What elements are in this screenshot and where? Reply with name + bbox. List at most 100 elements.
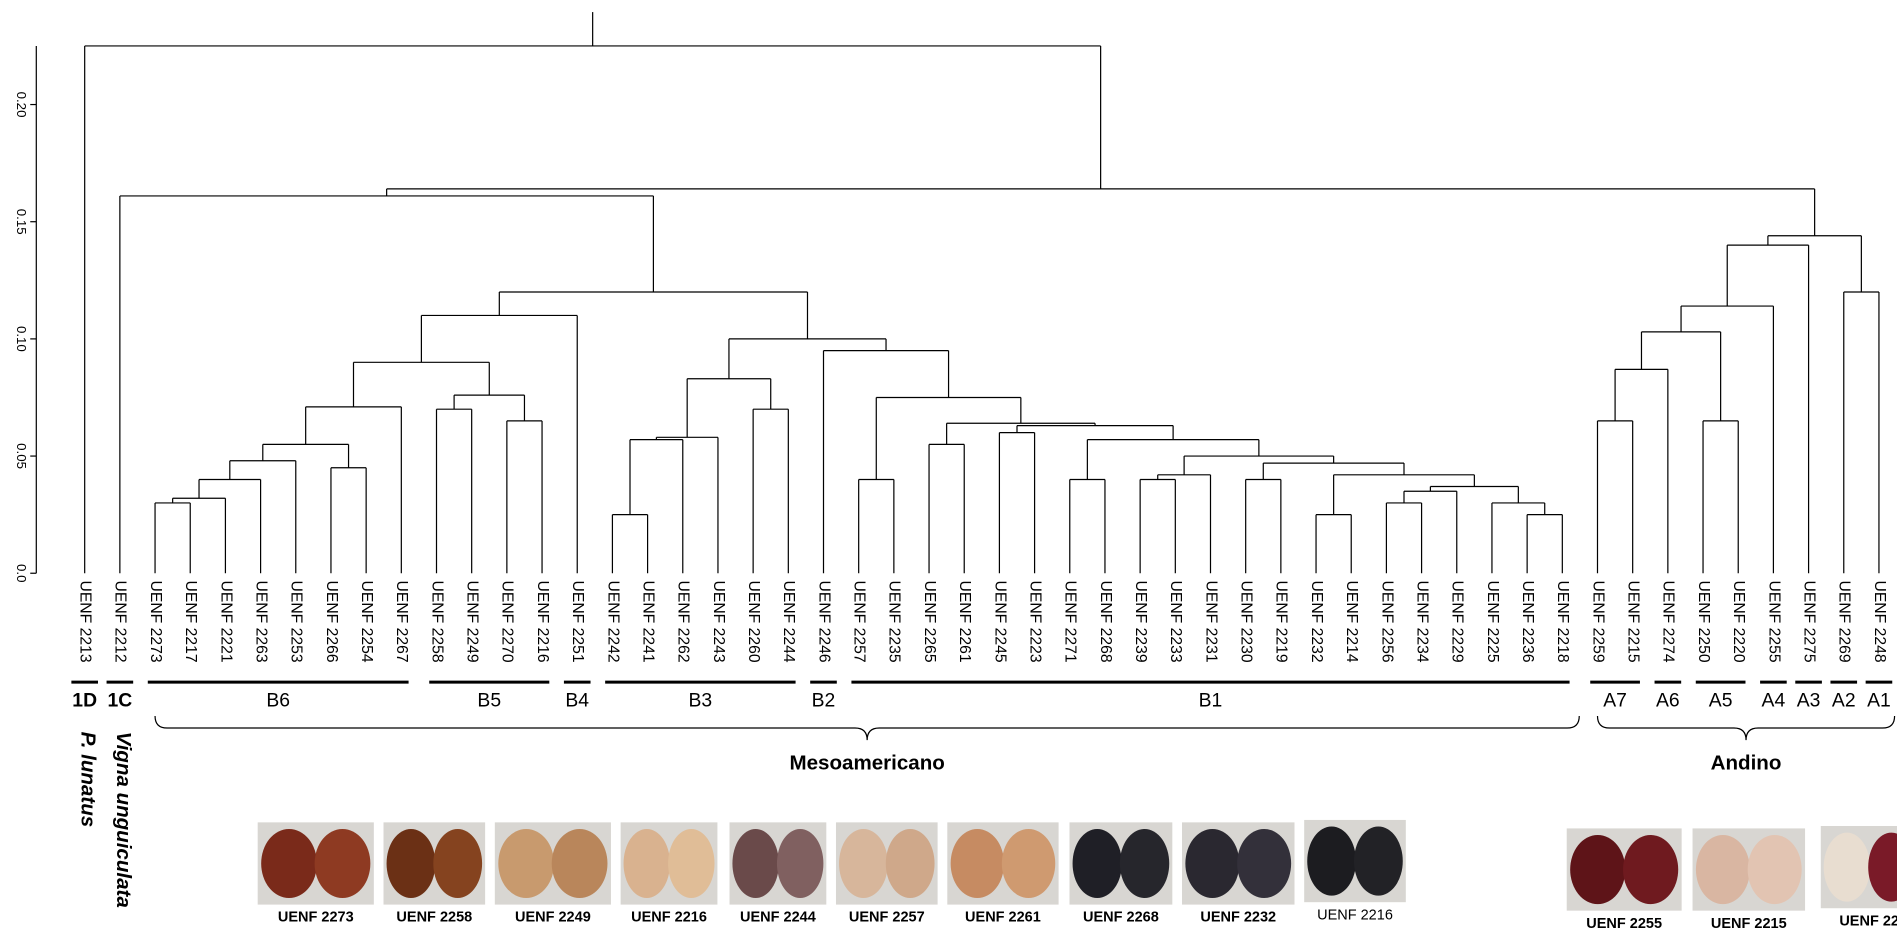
group-label: A4 bbox=[1762, 690, 1786, 712]
leaf-label: UENF 2219 bbox=[1273, 580, 1290, 662]
group-label: B2 bbox=[812, 690, 836, 712]
leaf-label: UENF 2218 bbox=[1554, 580, 1571, 662]
species-label: Vigna unguiculata bbox=[112, 732, 135, 908]
y-tick-label: 0.20 bbox=[14, 92, 29, 118]
leaf-label: UENF 2248 bbox=[1871, 580, 1888, 662]
leaf-label: UENF 2273 bbox=[147, 580, 164, 662]
seed bbox=[433, 829, 482, 898]
group-label: B4 bbox=[565, 690, 589, 712]
photo-caption: UENF 2273 bbox=[278, 910, 354, 926]
leaf-label: UENF 2233 bbox=[1167, 580, 1184, 662]
seed-photo bbox=[1069, 822, 1172, 904]
seed bbox=[839, 829, 888, 898]
group-label: B1 bbox=[1199, 690, 1223, 712]
leaf-label: UENF 2243 bbox=[710, 580, 727, 662]
leaf-label: UENF 2231 bbox=[1202, 580, 1219, 662]
leaf-label: UENF 2232 bbox=[1308, 580, 1325, 662]
seed bbox=[1696, 835, 1750, 904]
seed bbox=[498, 829, 554, 898]
leaf-label: UENF 2259 bbox=[1589, 580, 1606, 662]
seed bbox=[1354, 827, 1403, 896]
clade-label: Mesoamericano bbox=[789, 752, 944, 775]
leaf-label: UENF 2271 bbox=[1062, 580, 1079, 662]
leaf-label: UENF 2268 bbox=[1097, 580, 1114, 662]
group-label: B5 bbox=[477, 690, 501, 712]
seed bbox=[315, 829, 371, 898]
seed bbox=[1002, 829, 1055, 898]
leaf-label: UENF 2214 bbox=[1343, 580, 1360, 662]
leaf-label: UENF 2239 bbox=[1132, 580, 1149, 662]
leaf-label: UENF 2220 bbox=[1730, 580, 1747, 662]
seed-photo bbox=[1693, 828, 1806, 910]
seed bbox=[1748, 835, 1802, 904]
leaf-label: UENF 2244 bbox=[780, 580, 797, 662]
group-label: A7 bbox=[1603, 690, 1627, 712]
photo-caption: UENF 2216 bbox=[1317, 907, 1393, 923]
photo-caption: UENF 2232 bbox=[1200, 910, 1276, 926]
leaf-label: UENF 2249 bbox=[464, 580, 481, 662]
clade-label: Andino bbox=[1711, 752, 1782, 775]
group-label: A6 bbox=[1656, 690, 1680, 712]
seed-photo bbox=[1182, 822, 1295, 904]
leaf-label: UENF 2217 bbox=[182, 580, 199, 662]
leaf-label: UENF 2213 bbox=[77, 580, 94, 662]
photo-caption: UENF 2216 bbox=[631, 910, 707, 926]
leaf-label: UENF 2230 bbox=[1238, 580, 1255, 662]
seed-photo bbox=[621, 822, 718, 904]
seed bbox=[387, 829, 436, 898]
group-label: 1C bbox=[107, 690, 132, 712]
leaf-label: UENF 2270 bbox=[499, 580, 516, 662]
leaf-label: UENF 2274 bbox=[1660, 580, 1677, 662]
seed bbox=[1237, 829, 1291, 898]
leaf-label: UENF 2256 bbox=[1378, 580, 1395, 662]
leaf-label: UENF 2266 bbox=[323, 580, 340, 662]
seed-photo bbox=[947, 822, 1058, 904]
seed-photo bbox=[1821, 826, 1897, 908]
leaf-label: UENF 2265 bbox=[921, 580, 938, 662]
seed bbox=[951, 829, 1004, 898]
leaf-label: UENF 2267 bbox=[393, 580, 410, 662]
leaf-label: UENF 2275 bbox=[1800, 580, 1817, 662]
leaf-label: UENF 2235 bbox=[886, 580, 903, 662]
photo-caption: UENF 2244 bbox=[740, 910, 816, 926]
leaf-label: UENF 2254 bbox=[358, 580, 375, 662]
leaf-label: UENF 2250 bbox=[1695, 580, 1712, 662]
y-tick-label: 0.05 bbox=[14, 443, 29, 469]
leaf-label: UENF 2261 bbox=[956, 580, 973, 662]
seed bbox=[1185, 829, 1239, 898]
group-label: A2 bbox=[1832, 690, 1856, 712]
seed bbox=[261, 829, 317, 898]
seed bbox=[1824, 833, 1870, 902]
leaf-label: UENF 2215 bbox=[1625, 580, 1642, 662]
leaf-label: UENF 2246 bbox=[815, 580, 832, 662]
leaf-label: UENF 2221 bbox=[217, 580, 234, 662]
leaf-label: UENF 2262 bbox=[675, 580, 692, 662]
leaf-label: UENF 2234 bbox=[1413, 580, 1430, 662]
group-label: A3 bbox=[1797, 690, 1821, 712]
seed bbox=[1307, 827, 1356, 896]
seed bbox=[886, 829, 935, 898]
leaf-label: UENF 2241 bbox=[639, 580, 656, 662]
seed bbox=[624, 829, 670, 898]
group-label: B6 bbox=[266, 690, 290, 712]
leaf-label: UENF 2225 bbox=[1484, 580, 1501, 662]
seed bbox=[668, 829, 714, 898]
photo-caption: UENF 2255 bbox=[1586, 916, 1662, 930]
photo-caption: UENF 22 bbox=[1839, 913, 1897, 929]
seed bbox=[777, 829, 823, 898]
seed bbox=[1073, 829, 1122, 898]
leaf-label: UENF 2253 bbox=[288, 580, 305, 662]
group-label: A5 bbox=[1709, 690, 1733, 712]
leaf-label: UENF 2245 bbox=[991, 580, 1008, 662]
seed-photo bbox=[495, 822, 611, 904]
leaf-label: UENF 2269 bbox=[1836, 580, 1853, 662]
photo-caption: UENF 2261 bbox=[965, 910, 1041, 926]
seed-photo bbox=[836, 822, 938, 904]
photo-caption: UENF 2215 bbox=[1711, 916, 1787, 930]
seed bbox=[552, 829, 608, 898]
leaf-label: UENF 2242 bbox=[604, 580, 621, 662]
leaf-label: UENF 2236 bbox=[1519, 580, 1536, 662]
seed bbox=[1623, 835, 1678, 904]
seed-photo bbox=[384, 822, 486, 904]
seed bbox=[732, 829, 778, 898]
